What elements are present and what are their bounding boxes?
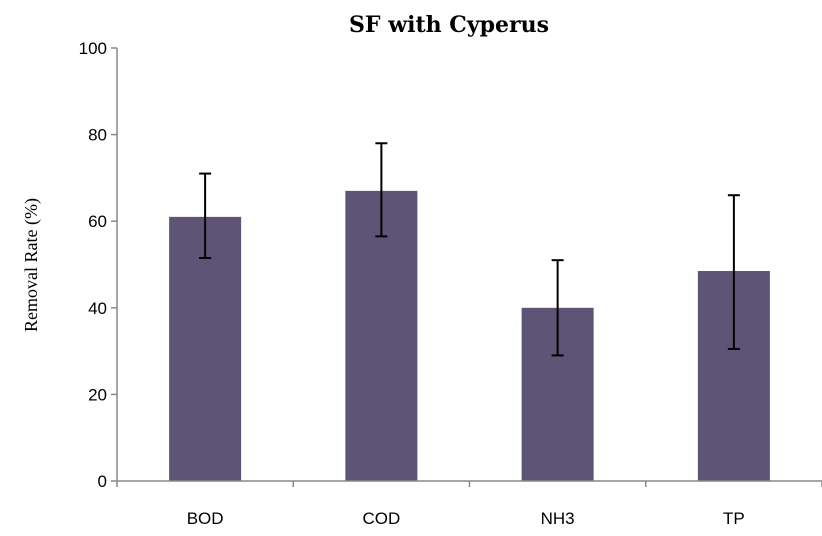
y-tick-label: 80 bbox=[88, 126, 107, 145]
x-category-label: NH3 bbox=[541, 509, 575, 528]
x-category-label: BOD bbox=[187, 509, 224, 528]
y-tick-label: 40 bbox=[88, 299, 107, 318]
bar-cod bbox=[345, 190, 418, 481]
y-tick-label: 100 bbox=[79, 39, 107, 58]
bars bbox=[169, 190, 770, 481]
y-axis-label: Removal Rate (%) bbox=[21, 198, 42, 332]
y-tick-label: 20 bbox=[88, 385, 107, 404]
error-bars bbox=[199, 142, 740, 357]
y-axis-ticks: 0 20 40 60 80 100 bbox=[79, 39, 117, 491]
x-axis-categories: BOD COD NH3 TP bbox=[116, 481, 822, 528]
x-category-label: TP bbox=[723, 509, 745, 528]
y-tick-label: 60 bbox=[88, 212, 107, 231]
chart-title: SF with Cyperus bbox=[349, 12, 549, 38]
x-category-label: COD bbox=[362, 509, 400, 528]
y-tick-label: 0 bbox=[98, 472, 107, 491]
bar-bod bbox=[169, 216, 242, 481]
